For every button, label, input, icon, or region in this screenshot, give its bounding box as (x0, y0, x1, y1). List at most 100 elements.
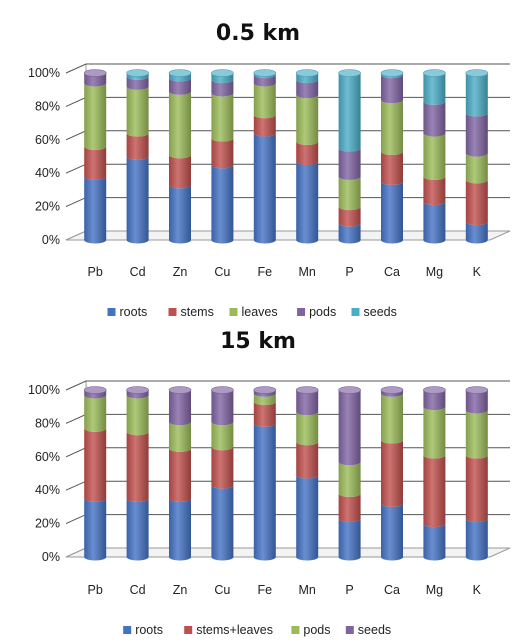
bar-cu-stems (211, 138, 234, 169)
bar-cd-seeds (126, 73, 149, 80)
bar-pb-pods (84, 73, 107, 87)
gridline (65, 380, 510, 391)
legend-swatch-stems-leaves (184, 626, 193, 634)
chart-panel-0-5-km: 0.5 km 0% 20% 40% 60% 80% 100% Pb Cd Zn Cu Fe Mn P Ca M… (28, 21, 511, 319)
bar-k-seeds (465, 390, 488, 414)
legend-label-seeds: seeds (364, 305, 397, 319)
bar-mg-pods (423, 101, 446, 137)
bar-pb-stems (84, 146, 107, 181)
legend-label-seeds: seeds (358, 623, 391, 637)
x-tick-label-cd: Cd (130, 583, 146, 597)
bar-zn-seeds (169, 390, 191, 426)
bar-mg-roots (423, 201, 446, 244)
bar-mn-roots (296, 475, 319, 561)
x-tick-label-zn: Zn (173, 583, 188, 597)
bar-fe-stems (253, 114, 276, 137)
y-tick-label: 0% (42, 233, 60, 247)
bar-cap-zn (168, 69, 192, 77)
bar-k-roots (465, 221, 488, 244)
bar-cd-seeds (126, 390, 149, 399)
bar-cap-fe (253, 386, 277, 394)
bar-mg-leaves (423, 133, 446, 181)
bar-cap-cu (211, 386, 234, 394)
bar-zn-roots (169, 498, 191, 561)
bar-pb-roots (84, 498, 107, 561)
x-tick-label-p: P (345, 583, 353, 597)
y-tick-label: 100% (28, 383, 60, 397)
x-tick-label-cu: Cu (214, 265, 230, 279)
chart-title: 0.5 km (216, 21, 300, 46)
x-tick-label-pb: Pb (88, 583, 103, 597)
legend-swatch-roots (107, 308, 116, 316)
x-tick-label-mn: Mn (299, 583, 316, 597)
x-tick-label-p: P (345, 265, 353, 279)
bar-zn-stems-leaves (169, 448, 191, 503)
x-tick-label-k: K (473, 583, 482, 597)
bar-cap-pb (83, 386, 107, 394)
bar-cu-seeds (211, 390, 234, 426)
bar-p-seeds (338, 390, 361, 466)
bar-pb-leaves (84, 83, 107, 150)
legend-swatch-stems (168, 308, 177, 316)
bar-mg-pods (423, 406, 446, 459)
bar-cap-p (338, 386, 361, 394)
legend-swatch-seeds (351, 308, 360, 316)
bar-pb-stems-leaves (84, 428, 107, 503)
x-tick-label-ca: Ca (384, 583, 400, 597)
chart-panel-15-km: 15 km 0% 20% 40% 60% 80% 100% Pb Cd Zn Cu Fe Mn P Ca Mg… (28, 329, 511, 637)
bar-p-roots (338, 223, 361, 244)
bar-cap-ca (380, 69, 404, 77)
chart-title: 15 km (220, 329, 296, 354)
legend-label-stems: stems (181, 305, 214, 319)
bar-mg-seeds (423, 73, 446, 105)
bar-cd-roots (126, 498, 149, 561)
bar-mn-seeds (296, 73, 319, 84)
bar-pb-seeds (84, 390, 107, 399)
bar-cap-k (465, 386, 489, 394)
y-tick-label: 40% (35, 483, 60, 497)
bar-zn-pods (169, 78, 191, 95)
bar-fe-leaves (253, 83, 276, 119)
bar-mn-pods (296, 411, 319, 446)
bar-p-seeds (338, 73, 361, 152)
x-tick-label-cu: Cu (214, 583, 230, 597)
bar-fe-pods (253, 393, 276, 406)
bar-fe-seeds (253, 390, 276, 397)
bar-mg-stems (423, 176, 446, 206)
bar-p-roots (338, 518, 361, 561)
bar-mn-roots (296, 161, 319, 244)
bar-ca-seeds (381, 73, 403, 79)
bar-ca-pods (381, 393, 403, 444)
bar-cap-mg (423, 386, 446, 394)
bar-fe-pods (253, 74, 276, 87)
bar-pb-pods (84, 395, 107, 432)
bar-zn-pods (169, 421, 191, 452)
bar-cap-k (465, 69, 489, 77)
bar-zn-leaves (169, 91, 191, 159)
x-tick-label-pb: Pb (88, 265, 103, 279)
bar-cu-roots (211, 485, 234, 561)
bar-p-stems-leaves (338, 493, 361, 523)
bar-cu-pods (211, 421, 234, 451)
bar-ca-stems (381, 151, 403, 186)
bar-cap-pb (83, 69, 107, 77)
x-tick-label-fe: Fe (258, 265, 273, 279)
y-tick-label: 20% (35, 517, 60, 531)
x-tick-label-cd: Cd (130, 265, 146, 279)
x-tick-label-fe: Fe (258, 583, 273, 597)
bar-k-leaves (465, 153, 488, 184)
bar-zn-seeds (169, 73, 191, 82)
bar-ca-pods (381, 74, 403, 104)
bar-cap-mn (295, 69, 319, 77)
bar-cu-roots (211, 164, 234, 244)
bar-mn-leaves (296, 94, 319, 145)
back-wall-edge (65, 381, 87, 558)
legend-swatch-roots (123, 626, 132, 634)
bar-cap-cd (126, 386, 149, 394)
bar-cu-seeds (211, 73, 234, 84)
bar-cap-cd (126, 69, 149, 77)
bar-pb-roots (84, 176, 107, 244)
legend-label-roots: roots (120, 305, 148, 319)
bar-mg-stems-leaves (423, 455, 446, 528)
